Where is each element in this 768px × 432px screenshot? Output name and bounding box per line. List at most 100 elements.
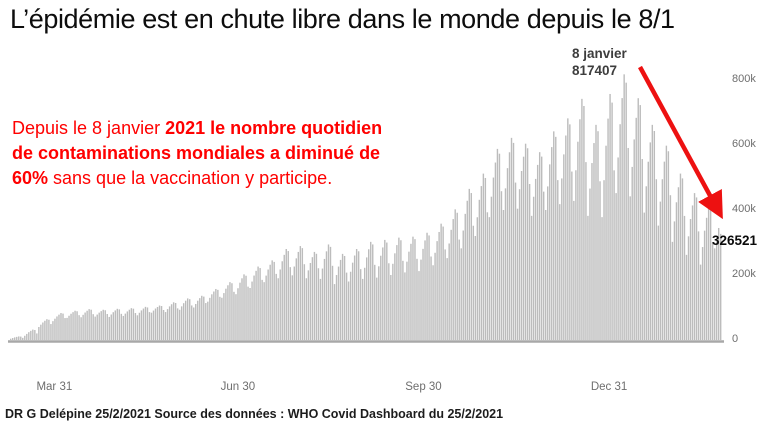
bar <box>579 119 581 340</box>
bar <box>400 240 402 340</box>
bar <box>701 247 704 340</box>
bar <box>120 313 123 340</box>
bar <box>496 148 499 340</box>
bar <box>199 298 201 340</box>
bar <box>538 152 541 340</box>
bar <box>516 208 519 340</box>
bar <box>197 300 199 340</box>
bar <box>482 173 485 340</box>
bar <box>307 270 310 340</box>
bar <box>446 258 448 340</box>
peak-annotation-value: 817407 <box>572 63 618 78</box>
bar <box>545 210 547 340</box>
bar <box>46 319 48 340</box>
bar <box>148 312 151 340</box>
bar <box>60 313 62 340</box>
bar <box>34 330 36 340</box>
bar <box>309 262 312 340</box>
bar <box>42 322 44 340</box>
bar <box>10 338 12 340</box>
bar <box>337 266 340 340</box>
bar <box>448 243 450 340</box>
bar <box>601 217 603 340</box>
bar <box>213 291 215 340</box>
bar <box>707 206 710 340</box>
bar <box>82 314 84 340</box>
bar <box>474 236 477 340</box>
bar <box>573 200 575 340</box>
bar <box>191 305 193 340</box>
bar <box>462 230 464 340</box>
bar <box>331 265 334 340</box>
callout-line: de contaminations mondiales a diminué de <box>12 141 442 166</box>
bar <box>16 336 18 340</box>
bar <box>48 319 50 340</box>
bar <box>442 226 444 340</box>
bar <box>293 266 295 340</box>
bar <box>565 135 567 340</box>
bar <box>56 316 58 340</box>
bar <box>217 289 219 340</box>
bar <box>430 256 432 340</box>
y-axis-tick: 600k <box>732 138 756 150</box>
bar <box>671 241 674 340</box>
bar <box>18 336 20 340</box>
bar <box>374 264 376 340</box>
bar <box>122 315 125 340</box>
bar <box>329 246 332 340</box>
bar <box>277 278 279 340</box>
end-value-label: 326521 <box>712 233 758 248</box>
bar <box>478 199 481 340</box>
bar <box>321 268 324 340</box>
bar <box>528 184 531 340</box>
bar <box>38 327 40 340</box>
bar <box>464 213 466 340</box>
bar <box>166 309 169 341</box>
callout-line: Depuis le 8 janvier 2021 le nombre quoti… <box>12 116 442 141</box>
bar <box>589 188 591 340</box>
bar <box>114 310 116 340</box>
bar <box>32 329 34 340</box>
bar <box>651 124 654 340</box>
bar <box>178 309 181 340</box>
bar <box>126 311 129 340</box>
bar <box>695 197 698 340</box>
peak-annotation: 8 janvier 817407 <box>572 45 627 79</box>
bar <box>92 314 94 340</box>
bar <box>547 186 549 340</box>
bar <box>136 315 139 340</box>
bar <box>633 139 635 340</box>
bar <box>227 285 229 340</box>
bar <box>162 309 165 340</box>
bar <box>70 313 72 340</box>
bar <box>569 124 571 340</box>
bar <box>693 193 696 340</box>
bar <box>355 249 358 340</box>
bar <box>540 156 543 340</box>
bar <box>76 311 78 340</box>
bar <box>253 275 255 340</box>
bar <box>124 313 127 340</box>
bar <box>404 272 406 340</box>
bar <box>112 312 114 340</box>
bar <box>615 193 617 340</box>
bar <box>144 306 147 340</box>
bar <box>506 168 509 340</box>
bar <box>265 275 267 340</box>
bar <box>90 309 92 340</box>
bar <box>323 258 326 340</box>
bar <box>709 210 712 340</box>
bar <box>263 282 265 340</box>
bar <box>341 253 344 341</box>
bar <box>160 306 163 340</box>
bar <box>518 189 521 340</box>
bar <box>522 156 525 340</box>
callout-segment: de contaminations mondiales a diminué de <box>12 143 381 163</box>
bar <box>211 294 213 340</box>
bar <box>291 275 293 340</box>
bar <box>317 268 320 340</box>
bar <box>380 255 382 340</box>
bar <box>235 294 237 340</box>
bar <box>104 310 106 340</box>
bar <box>203 296 205 340</box>
